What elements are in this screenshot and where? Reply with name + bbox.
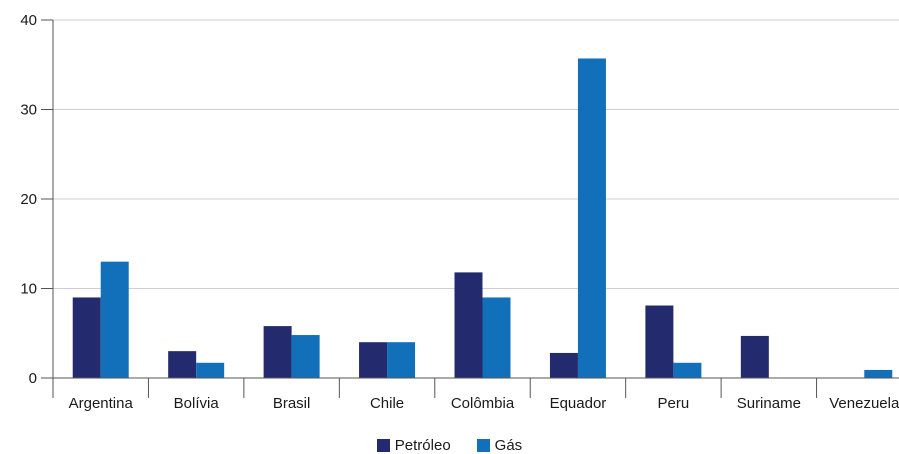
y-tick-label: 10: [20, 281, 37, 298]
x-category-label: Equador: [550, 395, 607, 412]
bar-series-1: [359, 342, 388, 378]
bar-series-2: [291, 335, 320, 378]
axes: [41, 19, 899, 398]
legend: Petróleo Gás: [0, 437, 899, 454]
x-category-label: Brasil: [273, 395, 311, 412]
bar-series-1: [740, 335, 769, 378]
legend-swatch-series-1: [376, 439, 390, 452]
bar-series-1: [549, 352, 578, 378]
x-category-label: Venezuela: [829, 395, 899, 412]
bar-series-1: [72, 297, 101, 378]
bar-series-1: [263, 326, 292, 378]
bar-series-1: [168, 351, 197, 378]
y-tick-label: 0: [29, 370, 37, 387]
bar-series-2: [196, 362, 225, 378]
x-category-label: Chile: [370, 395, 404, 412]
x-category-label: Colômbia: [451, 395, 515, 412]
x-category-labels: Argentina Bolívia Brasil Chile Colômbia Equad…: [69, 395, 899, 412]
legend-label-series-2: Gás: [494, 437, 523, 454]
legend-item-series-2: Gás: [476, 437, 523, 454]
y-tick-labels: 0 10 20 30 40: [20, 12, 37, 387]
x-category-label: Argentina: [69, 395, 134, 412]
x-category-label: Peru: [658, 395, 690, 412]
y-tick-label: 40: [20, 12, 37, 29]
bar-series-1: [454, 272, 483, 378]
y-tick-label: 20: [20, 191, 37, 208]
bar-series-2: [482, 297, 511, 378]
bar-series-2: [100, 261, 129, 378]
legend-item-series-1: Petróleo: [376, 437, 451, 454]
y-tick-label: 30: [20, 102, 37, 119]
bar-series-2: [864, 369, 893, 378]
x-category-label: Bolívia: [174, 395, 220, 412]
legend-swatch-series-2: [476, 439, 490, 452]
legend-label-series-1: Petróleo: [394, 437, 451, 454]
bars: [72, 58, 893, 379]
bar-series-2: [577, 58, 606, 379]
grid-lines: [53, 19, 899, 289]
bar-series-1: [645, 305, 674, 378]
bar-series-2: [387, 342, 416, 378]
bar-series-2: [673, 362, 702, 378]
x-category-label: Suriname: [737, 395, 801, 412]
